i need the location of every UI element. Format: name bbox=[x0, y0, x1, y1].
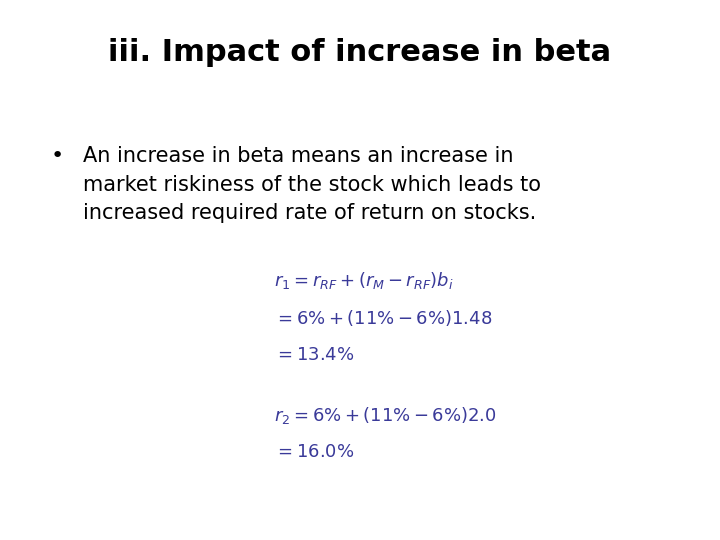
Text: An increase in beta means an increase in
market riskiness of the stock which lea: An increase in beta means an increase in… bbox=[83, 146, 541, 224]
Text: $= 16.0\%$: $= 16.0\%$ bbox=[274, 443, 354, 461]
Text: iii. Impact of increase in beta: iii. Impact of increase in beta bbox=[109, 38, 611, 67]
Text: $r_1 = r_{RF} + (r_M - r_{RF})b_i$: $r_1 = r_{RF} + (r_M - r_{RF})b_i$ bbox=[274, 270, 454, 291]
Text: •: • bbox=[50, 146, 63, 166]
Text: $= 13.4\%$: $= 13.4\%$ bbox=[274, 346, 354, 363]
Text: $r_2 = 6\% + (11\% - 6\%)2.0$: $r_2 = 6\% + (11\% - 6\%)2.0$ bbox=[274, 405, 496, 426]
Text: $= 6\% + (11\% - 6\%)1.48$: $= 6\% + (11\% - 6\%)1.48$ bbox=[274, 308, 492, 328]
